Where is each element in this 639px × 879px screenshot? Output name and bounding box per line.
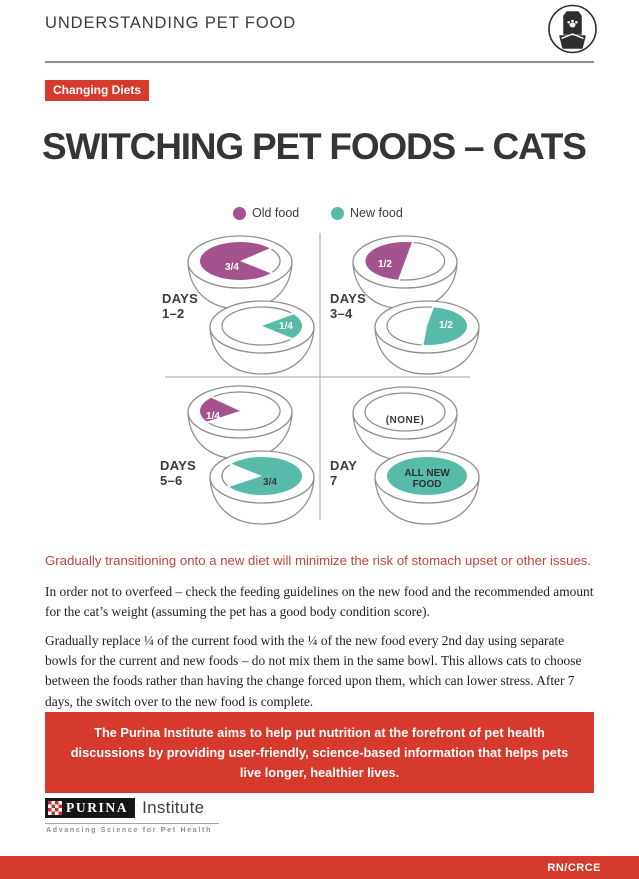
document-header-title: UNDERSTANDING PET FOOD — [45, 14, 297, 32]
legend-new-food: New food — [331, 206, 403, 220]
purina-checkerboard-icon — [48, 801, 62, 815]
food-portion-wedge — [365, 242, 412, 280]
logo-underline-rule — [45, 823, 219, 824]
full-food-portion — [387, 457, 467, 495]
portion-label: ALL NEW — [404, 468, 450, 479]
changing-diets-badge: Changing Diets — [45, 80, 150, 101]
header-divider-rule — [45, 61, 594, 63]
legend-old-food: Old food — [233, 206, 299, 220]
paragraph-1: In order not to overfeed – check the fee… — [45, 584, 594, 620]
svg-text:DAYS: DAYS — [330, 291, 366, 306]
food-portion-wedge — [262, 314, 302, 339]
pet-food-bag-and-bowl-icon — [548, 4, 597, 54]
food-portion-wedge — [200, 397, 240, 422]
svg-text:3–4: 3–4 — [330, 306, 353, 321]
transition-diagram: DAYS 1–2 3/4 1/4 DAYS 3–4 1/2 1/2 DAYS 5… — [160, 233, 480, 525]
bottom-red-bar: RN/CRCE — [0, 856, 639, 879]
empty-portion-wedge — [206, 391, 281, 431]
purina-wordmark: PURINA — [66, 800, 129, 815]
old-food-label: Old food — [252, 206, 300, 220]
bowl-empty-day-7: (NONE) — [352, 386, 458, 461]
portion-label: 3/4 — [225, 262, 239, 273]
empty-portion-wedge — [221, 306, 295, 346]
portion-label: 1/2 — [439, 320, 453, 331]
bowl-old-food-days-5-6: 1/4 — [187, 385, 293, 460]
svg-text:7: 7 — [330, 473, 338, 488]
purina-institute-callout: The Purina Institute aims to help put nu… — [45, 712, 594, 794]
quadrant-days-1-2: DAYS 1–2 3/4 1/4 — [162, 235, 315, 375]
bowl-old-food-days-1-2: 3/4 — [187, 235, 293, 310]
empty-food-surface — [364, 392, 446, 432]
food-portion-wedge — [423, 307, 468, 346]
document-code: RN/CRCE — [547, 861, 601, 874]
new-food-dot — [331, 206, 344, 220]
brand-tagline: Advancing Science for Pet Health — [46, 827, 213, 834]
institute-wordmark: Institute — [142, 798, 205, 817]
svg-text:1–2: 1–2 — [162, 306, 185, 321]
page-title: SWITCHING PET FOODS – CATS — [42, 126, 587, 167]
portion-label: 1/2 — [378, 259, 392, 270]
bowl-new-food-days-5-6: 3/4 — [209, 450, 315, 525]
portion-label: (NONE) — [386, 415, 425, 426]
food-portion-wedge — [199, 241, 271, 280]
new-food-label: New food — [350, 206, 403, 220]
svg-text:DAYS: DAYS — [162, 291, 198, 306]
portion-label: FOOD — [413, 479, 442, 490]
bowl-rim-line — [561, 33, 584, 40]
old-food-dot — [233, 206, 246, 220]
bowl-new-food-days-3-4: 1/2 — [374, 300, 480, 375]
svg-text:DAYS: DAYS — [160, 458, 196, 473]
quadrant-days-5-6: DAYS 5–6 1/4 3/4 — [160, 385, 315, 525]
purina-wordmark-box: PURINA — [45, 798, 136, 818]
quadrant-days-3-4: DAYS 3–4 1/2 1/2 — [330, 235, 480, 375]
bowl-old-food-days-3-4: 1/2 — [352, 235, 458, 310]
purina-institute-logo: PURINA Institute — [45, 798, 204, 818]
intro-highlight-text: Gradually transitioning onto a new diet … — [45, 553, 592, 568]
paw-print-icon — [567, 19, 578, 28]
svg-text:DAY: DAY — [330, 458, 357, 473]
food-portion-wedge — [229, 457, 302, 496]
empty-portion-wedge — [386, 306, 435, 346]
portion-label: 3/4 — [263, 477, 277, 488]
bowl-new-food-days-1-2: 1/4 — [209, 300, 315, 375]
paragraph-2: Gradually replace ¼ of the current food … — [45, 633, 582, 709]
portion-label: 1/4 — [206, 411, 220, 422]
svg-text:5–6: 5–6 — [160, 473, 183, 488]
portion-label: 1/4 — [279, 321, 293, 332]
